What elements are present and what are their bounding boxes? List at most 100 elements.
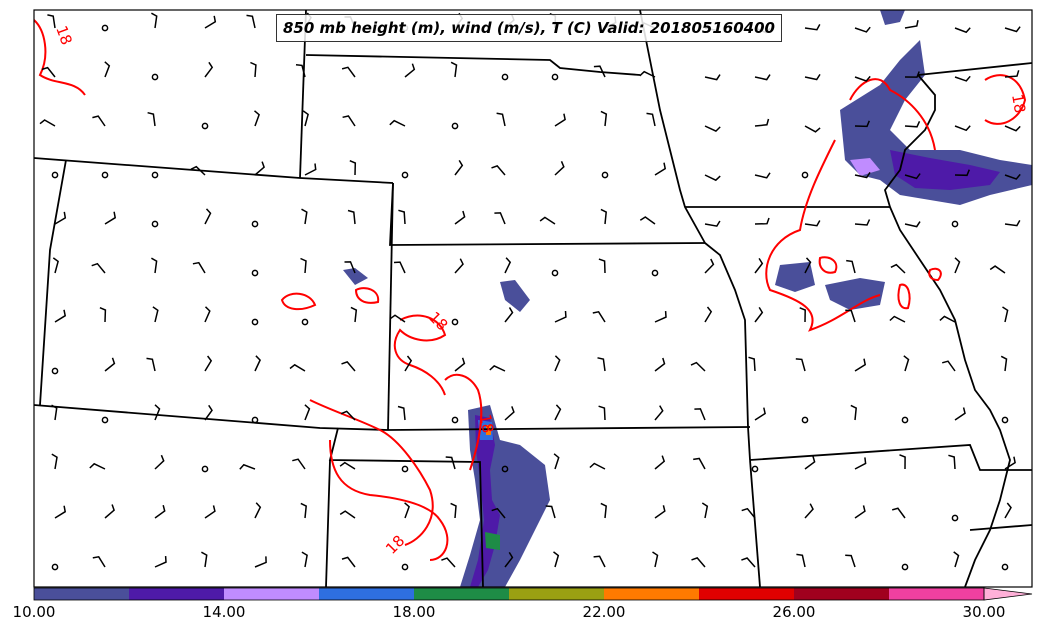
wind-barb: [54, 505, 67, 519]
calm-wind-marker: [551, 269, 559, 277]
wind-barb: [754, 172, 771, 179]
calm-wind-marker: [251, 416, 259, 424]
wind-barb: [1004, 26, 1021, 33]
wind-barb: [154, 505, 166, 519]
wind-barb: [741, 557, 756, 568]
wind-barb: [804, 257, 812, 274]
colorbar: [33, 587, 1033, 601]
calm-wind-marker: [901, 563, 909, 571]
wind-barb: [301, 208, 308, 225]
wind-barb: [190, 165, 206, 176]
wind-barb: [154, 454, 165, 470]
wind-barb: [339, 510, 356, 519]
wind-barb: [1004, 125, 1021, 132]
wind-barb: [704, 306, 713, 323]
wind-barb: [254, 556, 267, 568]
wind-barb: [1004, 173, 1021, 180]
calm-wind-marker: [401, 171, 409, 179]
wind-barb: [953, 551, 960, 568]
colorbar-segment: [509, 588, 604, 600]
wind-barb: [748, 356, 756, 372]
wind-barb: [942, 360, 956, 372]
wind-barb: [1004, 70, 1020, 78]
wind-barb: [201, 551, 208, 568]
wind-barb: [52, 257, 59, 274]
wind-barb: [954, 75, 971, 82]
wind-barb: [539, 216, 556, 225]
wind-barb: [246, 14, 256, 29]
wind-barb: [593, 555, 606, 568]
wind-barb: [404, 502, 410, 519]
wind-barb: [204, 355, 213, 372]
wind-barb: [389, 119, 406, 127]
calm-wind-marker: [751, 465, 759, 473]
wind-barb: [701, 502, 709, 519]
wind-barb: [804, 455, 816, 470]
wind-barb: [646, 112, 656, 127]
colorbar-segment: [129, 588, 224, 600]
calm-wind-marker: [901, 416, 909, 424]
wind-barb: [1004, 502, 1012, 519]
wind-barb: [454, 160, 464, 176]
wind-barb: [889, 315, 906, 323]
wind-barb: [239, 463, 256, 470]
wind-barb: [854, 219, 871, 226]
calm-wind-marker: [651, 269, 659, 277]
shade-misc-3: [880, 10, 905, 25]
calm-wind-marker: [501, 465, 509, 473]
wind-barb: [204, 505, 216, 519]
wind-barb: [589, 462, 606, 470]
wind-barb: [554, 404, 562, 421]
wind-barb: [389, 314, 406, 323]
wind-barb: [845, 554, 856, 568]
shade-iowa-light: [850, 158, 880, 176]
wind-barb: [204, 15, 217, 29]
wind-barb: [854, 75, 871, 82]
wind-barb: [754, 217, 770, 225]
calm-wind-marker: [601, 171, 609, 179]
wind-barb: [704, 220, 721, 227]
colorbar-segment: [794, 588, 889, 600]
wind-barb: [504, 406, 515, 421]
calm-wind-marker: [101, 24, 109, 32]
wind-barb: [904, 221, 921, 228]
wind-barb: [754, 258, 764, 274]
wind-barb: [754, 307, 764, 323]
wind-barb: [654, 405, 664, 421]
wind-barb: [304, 404, 311, 421]
calm-wind-marker: [451, 318, 459, 326]
wind-barb: [301, 551, 308, 568]
wind-barb: [104, 61, 111, 78]
wind-barb: [295, 63, 306, 78]
wind-barb: [741, 507, 756, 519]
wind-barb: [652, 551, 659, 568]
temperature-contours: [34, 19, 1027, 561]
shade-ok-cell-2: [485, 532, 500, 550]
wind-barb: [454, 357, 466, 372]
wind-barb: [347, 209, 356, 225]
wind-barb: [854, 26, 871, 33]
wind-barb: [691, 557, 706, 568]
wind-barb: [593, 65, 606, 78]
wind-barb: [92, 115, 106, 127]
calm-wind-marker: [101, 416, 109, 424]
wind-barb: [1004, 220, 1021, 227]
wind-barb: [554, 113, 566, 127]
wind-barb: [846, 259, 856, 274]
wind-barb: [339, 461, 356, 470]
shade-mo-east: [825, 278, 885, 310]
colorbar-segment: [604, 588, 699, 600]
wind-barb: [553, 551, 560, 568]
wind-barb: [854, 120, 870, 128]
wind-barb: [250, 61, 257, 78]
wind-barb: [904, 71, 920, 78]
wind-barb: [151, 257, 158, 274]
wind-barb: [799, 307, 806, 323]
calm-wind-marker: [1001, 563, 1009, 571]
wind-barb: [654, 311, 667, 323]
wind-barb: [54, 309, 67, 323]
wind-barb: [104, 211, 117, 225]
wind-barb: [204, 306, 211, 323]
wind-barb: [204, 61, 214, 78]
